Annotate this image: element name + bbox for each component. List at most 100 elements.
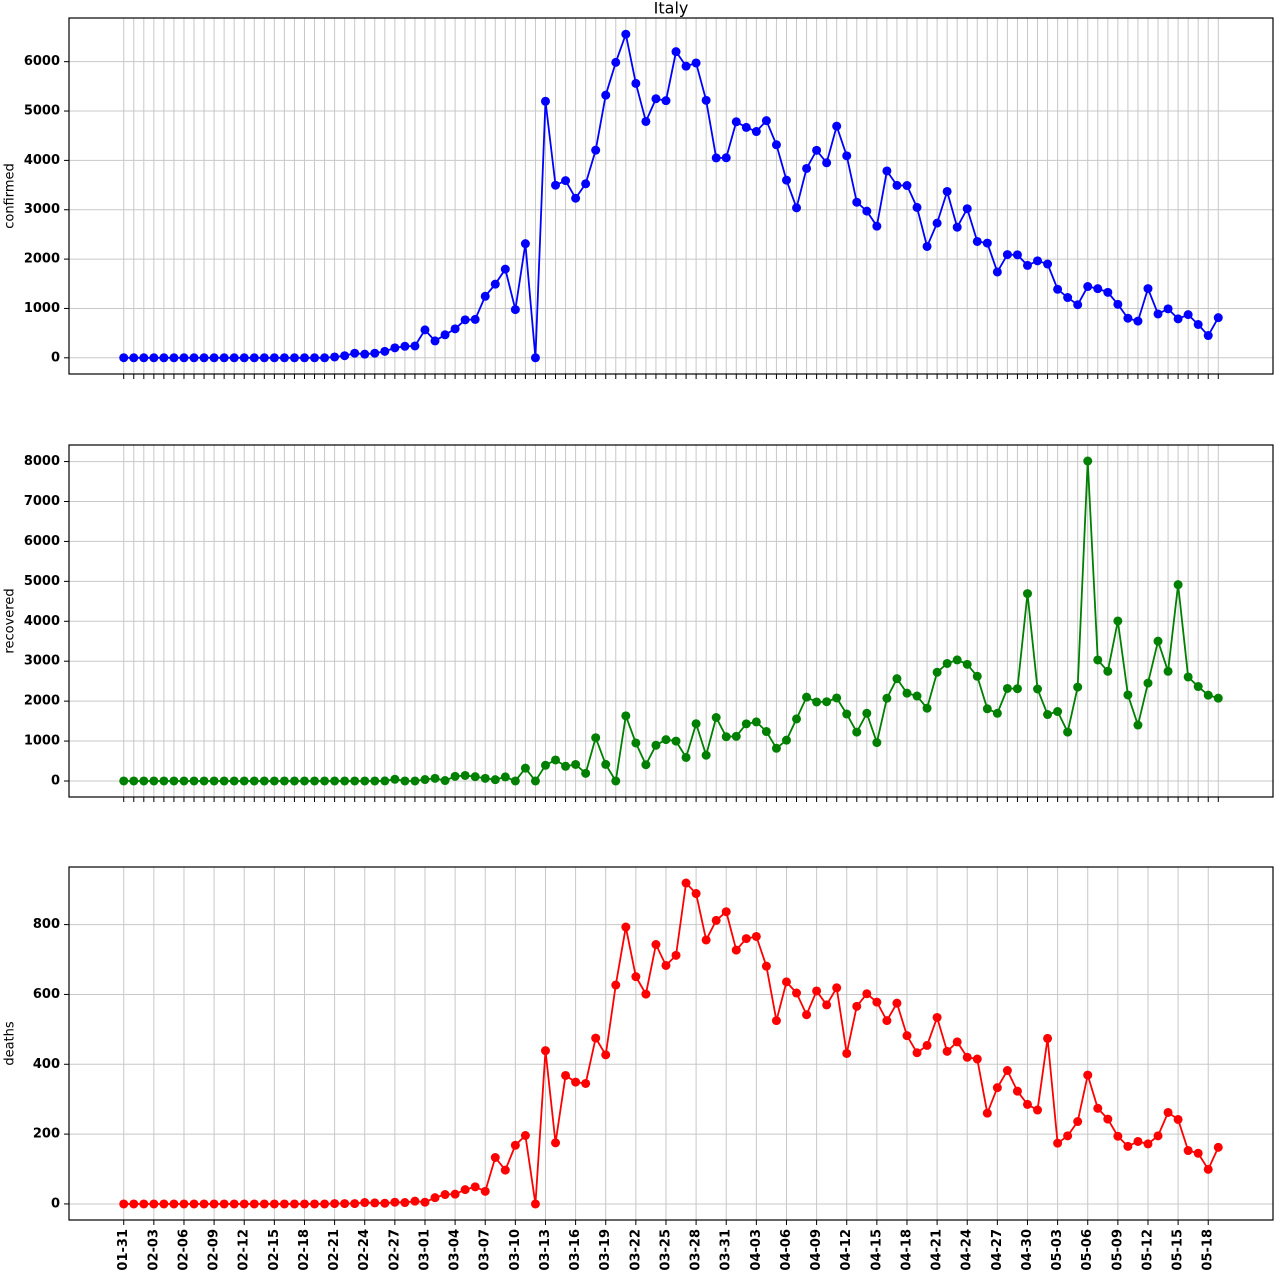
data-point bbox=[510, 305, 520, 315]
data-point bbox=[219, 776, 229, 786]
data-point bbox=[651, 740, 661, 750]
data-point bbox=[1173, 1114, 1183, 1124]
x-tick-label: 05-06 bbox=[1080, 1229, 1095, 1271]
data-point bbox=[119, 353, 129, 363]
x-tick-label: 05-18 bbox=[1201, 1229, 1216, 1271]
data-point bbox=[1083, 1070, 1093, 1080]
data-point bbox=[380, 776, 390, 786]
data-point bbox=[932, 667, 942, 677]
data-point bbox=[1033, 1105, 1043, 1115]
data-point bbox=[982, 238, 992, 248]
data-point bbox=[340, 1199, 350, 1209]
x-tick-label: 03-28 bbox=[689, 1229, 704, 1271]
data-point bbox=[771, 1016, 781, 1026]
data-point bbox=[611, 57, 621, 67]
data-point bbox=[862, 206, 872, 216]
data-point bbox=[661, 735, 671, 745]
y-tick-label: 2000 bbox=[24, 252, 60, 267]
y-axis-label: deaths bbox=[3, 1021, 18, 1066]
data-point bbox=[701, 935, 711, 945]
data-point bbox=[460, 1185, 470, 1195]
data-point bbox=[320, 776, 330, 786]
data-point bbox=[480, 291, 490, 301]
data-point bbox=[571, 193, 581, 203]
data-point bbox=[1123, 313, 1133, 323]
data-point bbox=[601, 759, 611, 769]
data-point bbox=[289, 353, 299, 363]
x-tick-label: 02-21 bbox=[327, 1229, 342, 1271]
data-point bbox=[561, 761, 571, 771]
data-point bbox=[1073, 300, 1083, 310]
data-point bbox=[601, 1050, 611, 1060]
data-point bbox=[1053, 284, 1063, 294]
data-point bbox=[1163, 1107, 1173, 1117]
data-point bbox=[1143, 1139, 1153, 1149]
y-tick-label: 200 bbox=[33, 1127, 60, 1142]
data-point bbox=[802, 1010, 812, 1020]
data-point bbox=[1033, 684, 1043, 694]
data-point bbox=[390, 343, 400, 353]
data-point bbox=[932, 218, 942, 228]
data-point bbox=[1143, 678, 1153, 688]
data-point bbox=[350, 776, 360, 786]
data-point bbox=[500, 772, 510, 782]
data-point bbox=[360, 349, 370, 359]
y-tick-label: 6000 bbox=[24, 534, 60, 549]
data-point bbox=[691, 889, 701, 899]
data-point bbox=[239, 776, 249, 786]
data-point bbox=[149, 1199, 159, 1209]
data-point bbox=[219, 353, 229, 363]
data-point bbox=[159, 776, 169, 786]
data-point bbox=[249, 776, 259, 786]
data-point bbox=[912, 202, 922, 212]
data-point bbox=[1053, 707, 1063, 717]
data-point bbox=[1133, 316, 1143, 326]
x-tick-label: 04-15 bbox=[869, 1229, 884, 1271]
data-point bbox=[812, 986, 822, 996]
x-tick-label: 04-21 bbox=[930, 1229, 945, 1271]
y-tick-label: 2000 bbox=[24, 694, 60, 709]
x-tick-label: 03-13 bbox=[538, 1229, 553, 1271]
data-point bbox=[922, 1040, 932, 1050]
x-tick-label: 05-15 bbox=[1171, 1229, 1186, 1271]
data-point bbox=[289, 1199, 299, 1209]
data-point bbox=[992, 708, 1002, 718]
data-point bbox=[209, 353, 219, 363]
data-point bbox=[420, 325, 430, 335]
data-point bbox=[641, 989, 651, 999]
data-point bbox=[450, 1189, 460, 1199]
y-tick-label: 400 bbox=[33, 1057, 60, 1072]
plot-frame bbox=[68, 866, 1274, 1221]
data-point bbox=[1173, 314, 1183, 324]
data-point bbox=[119, 776, 129, 786]
data-point bbox=[259, 1199, 269, 1209]
data-point bbox=[1063, 293, 1073, 303]
data-point bbox=[249, 353, 259, 363]
data-point bbox=[611, 980, 621, 990]
data-point bbox=[370, 1198, 380, 1208]
x-tick-label: 05-03 bbox=[1050, 1229, 1065, 1271]
data-point bbox=[1103, 666, 1113, 676]
data-point bbox=[330, 776, 340, 786]
x-tick-label: 02-24 bbox=[357, 1229, 372, 1271]
data-point bbox=[711, 153, 721, 163]
y-tick-label: 7000 bbox=[24, 494, 60, 509]
data-point bbox=[1133, 720, 1143, 730]
y-tick-label: 1000 bbox=[24, 301, 60, 316]
data-point bbox=[239, 353, 249, 363]
data-point bbox=[882, 166, 892, 176]
data-point bbox=[551, 755, 561, 765]
data-point bbox=[159, 353, 169, 363]
data-point bbox=[972, 236, 982, 246]
data-point bbox=[551, 180, 561, 190]
y-tick-label: 0 bbox=[51, 1196, 60, 1211]
data-point bbox=[340, 351, 350, 361]
data-point bbox=[872, 221, 882, 231]
data-point bbox=[1213, 1142, 1223, 1152]
data-point bbox=[530, 353, 540, 363]
data-point bbox=[350, 1199, 360, 1209]
data-point bbox=[1063, 1131, 1073, 1141]
x-tick-label: 01-31 bbox=[116, 1229, 131, 1271]
data-point bbox=[259, 776, 269, 786]
